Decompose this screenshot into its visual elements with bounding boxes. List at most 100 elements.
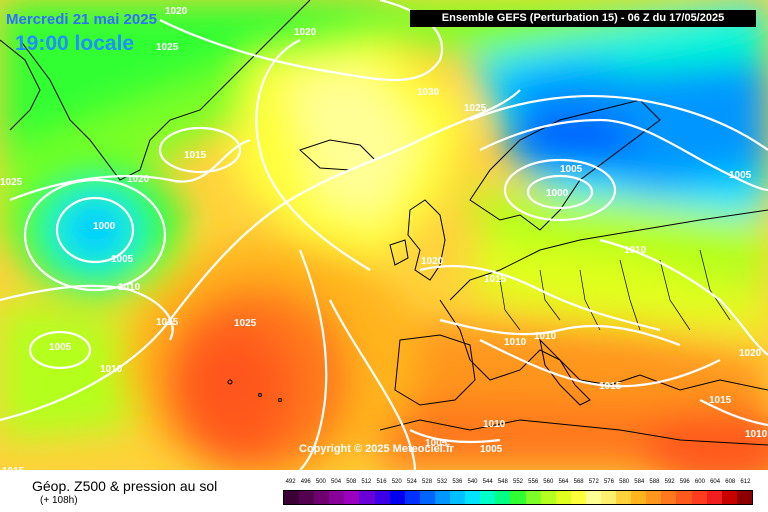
- isobar-label: 1020: [421, 256, 444, 267]
- isobars: [0, 0, 768, 470]
- color-scale-label: 548: [497, 479, 508, 485]
- color-scale-label: 596: [679, 479, 690, 485]
- color-scale-label: 532: [437, 479, 448, 485]
- color-scale-label: 508: [346, 479, 357, 485]
- color-scale-cell: [525, 491, 541, 504]
- color-scale-cell: [555, 491, 571, 504]
- color-scale-cell: [465, 491, 481, 504]
- forecast-date: Mercredi 21 mai 2025: [6, 11, 157, 28]
- isobar-label: 1000: [93, 221, 116, 232]
- color-scale-cell: [661, 491, 677, 504]
- color-scale-label: 516: [376, 479, 387, 485]
- isobar-label: 1010: [624, 245, 647, 256]
- color-scale-label: 512: [361, 479, 372, 485]
- isobar-label: 1010: [100, 364, 123, 375]
- color-scale-label: 536: [452, 479, 463, 485]
- color-scale-cell: [646, 491, 662, 504]
- color-scale-label: 600: [694, 479, 705, 485]
- color-scale-label: 568: [573, 479, 584, 485]
- isobar-label: 1020: [165, 6, 188, 17]
- isobar-label: 1015: [709, 395, 732, 406]
- color-scale-cell: [480, 491, 496, 504]
- color-scale-cell: [374, 491, 390, 504]
- pressure-geopotential-map: 1020 1025 1020 1030 1025 1015 1020 1025 …: [0, 0, 768, 470]
- color-scale-cell: [389, 491, 405, 504]
- isobar-label: 1015: [156, 317, 179, 328]
- color-scale-label: 576: [603, 479, 614, 485]
- isobar-label: 1010: [745, 429, 768, 440]
- color-scale-cell: [450, 491, 466, 504]
- isobar-label: 1015: [484, 274, 507, 285]
- color-scale-cell: [314, 491, 330, 504]
- color-scale-cell: [676, 491, 692, 504]
- model-run-banner: Ensemble GEFS (Perturbation 15) - 06 Z d…: [410, 10, 756, 27]
- isobar-label: 1010: [483, 419, 506, 430]
- isobar-label: 1020: [739, 348, 762, 359]
- color-scale-label: 588: [649, 479, 660, 485]
- color-scale-cell: [299, 491, 315, 504]
- isobar-label: 1005: [729, 170, 752, 181]
- color-scale-label: 520: [391, 479, 402, 485]
- isobar-label: 1020: [127, 174, 150, 185]
- isobar-labels: 1020 1025 1020 1030 1025 1015 1020 1025 …: [0, 6, 768, 470]
- isobar-label: 1005: [560, 164, 583, 175]
- isobar-label: 1005: [425, 438, 448, 449]
- color-scale-cell: [540, 491, 556, 504]
- color-scale-cell: [691, 491, 707, 504]
- color-scale-cell: [600, 491, 617, 504]
- isobar-label: 1020: [294, 27, 317, 38]
- color-scale-label: 584: [634, 479, 645, 485]
- color-scale-label: 492: [285, 479, 296, 485]
- color-scale-label: 556: [528, 479, 539, 485]
- isobar-label: 1025: [0, 177, 23, 188]
- color-scale-label: 496: [300, 479, 311, 485]
- isobar-label: 1000: [546, 188, 569, 199]
- color-scale-labels: 492 496 500 504 508 512 516 520 524 528 532 536 540 5…: [283, 479, 753, 489]
- color-scale-label: 500: [315, 479, 326, 485]
- color-scale-cell: [736, 491, 752, 504]
- copyright-notice: Copyright © 2025 Meteociel.fr: [299, 443, 454, 455]
- color-scale-cell: [616, 491, 632, 504]
- isobar-label: 1015: [184, 150, 207, 161]
- color-scale-cell: [570, 491, 586, 504]
- color-scale-label: 552: [512, 479, 524, 485]
- color-scale-label: 572: [588, 479, 599, 485]
- isobar-label: 1005: [49, 342, 72, 353]
- color-scale-label: 544: [482, 479, 493, 485]
- color-scale-cell: [434, 491, 451, 504]
- isobar-label: 1025: [156, 42, 179, 53]
- isobar-label: 1005: [480, 444, 503, 455]
- color-scale-label: 592: [664, 479, 675, 485]
- forecast-time: 19:00 locale: [15, 32, 135, 55]
- color-scale-label: 564: [558, 479, 569, 485]
- color-scale: [283, 490, 753, 505]
- isobar-label: 1025: [464, 103, 487, 114]
- color-scale-label: 612: [740, 479, 751, 485]
- color-scale-cell: [510, 491, 526, 504]
- color-scale-label: 524: [406, 479, 417, 485]
- legend-subtitle: (+ 108h): [40, 495, 78, 506]
- color-scale-label: 608: [725, 479, 736, 485]
- color-scale-cell: [706, 491, 722, 504]
- isobar-label: 1015: [599, 381, 622, 392]
- color-scale-cell: [284, 491, 300, 504]
- color-scale-label: 604: [710, 479, 721, 485]
- color-scale-cell: [585, 491, 601, 504]
- isobar-label: 1010: [118, 282, 141, 293]
- color-scale-label: 528: [422, 479, 433, 485]
- isobar-label: 1030: [417, 87, 440, 98]
- color-scale-label: 540: [467, 479, 478, 485]
- isobar-label: 1010: [534, 331, 557, 342]
- coastlines: [0, 0, 768, 446]
- geopotential-field: [0, 0, 768, 470]
- color-scale-label: 504: [331, 479, 342, 485]
- color-scale-cell: [329, 491, 345, 504]
- isobar-label: 1015: [2, 466, 25, 470]
- isobar-label: 1010: [504, 337, 527, 348]
- color-scale-cell: [631, 491, 647, 504]
- color-scale-cell: [419, 491, 435, 504]
- isobar-label: 1005: [111, 254, 134, 265]
- color-scale-cell: [404, 491, 420, 504]
- color-scale-cell: [344, 491, 360, 504]
